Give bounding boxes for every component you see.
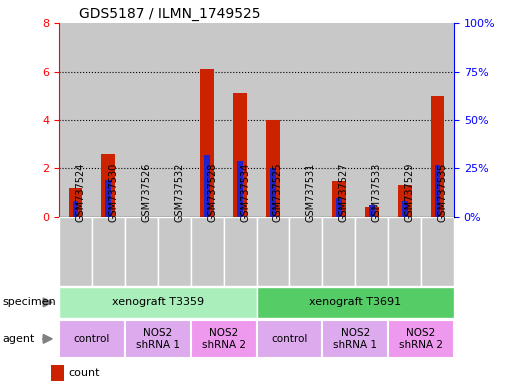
Bar bbox=[256, 319, 322, 358]
Text: NOS2
shRNA 1: NOS2 shRNA 1 bbox=[333, 328, 377, 350]
Text: GSM737531: GSM737531 bbox=[306, 163, 316, 222]
Bar bbox=[102, 154, 115, 217]
Bar bbox=[157, 23, 191, 217]
Bar bbox=[59, 319, 125, 358]
Text: GSM737535: GSM737535 bbox=[438, 163, 447, 222]
Text: GSM737526: GSM737526 bbox=[141, 163, 151, 222]
Bar bbox=[365, 207, 379, 217]
Bar bbox=[402, 202, 407, 217]
Text: GSM737527: GSM737527 bbox=[339, 163, 349, 222]
Bar bbox=[125, 319, 191, 358]
Bar bbox=[322, 319, 388, 358]
Bar bbox=[332, 180, 346, 217]
Bar bbox=[435, 165, 441, 217]
Bar bbox=[289, 217, 322, 286]
Text: GSM737530: GSM737530 bbox=[108, 163, 119, 222]
Bar bbox=[191, 23, 224, 217]
Bar bbox=[51, 365, 64, 381]
Text: control: control bbox=[271, 334, 308, 344]
Bar bbox=[322, 23, 355, 217]
Bar bbox=[256, 287, 454, 318]
Text: GSM737534: GSM737534 bbox=[240, 163, 250, 222]
Bar bbox=[266, 120, 280, 217]
Bar bbox=[369, 205, 374, 217]
Bar bbox=[59, 217, 92, 286]
Bar bbox=[388, 23, 421, 217]
Text: GSM737525: GSM737525 bbox=[273, 163, 283, 222]
Bar bbox=[204, 155, 210, 217]
Text: xenograft T3359: xenograft T3359 bbox=[112, 297, 204, 308]
Text: GDS5187 / ILMN_1749525: GDS5187 / ILMN_1749525 bbox=[79, 7, 260, 21]
Bar bbox=[336, 198, 342, 217]
Bar bbox=[256, 217, 289, 286]
Bar bbox=[125, 217, 158, 286]
Bar bbox=[430, 96, 444, 217]
Bar bbox=[289, 23, 322, 217]
Bar bbox=[125, 23, 157, 217]
Bar bbox=[72, 202, 78, 217]
Bar bbox=[106, 180, 111, 217]
Text: count: count bbox=[69, 368, 100, 378]
Bar bbox=[421, 23, 454, 217]
Bar bbox=[355, 23, 388, 217]
Text: NOS2
shRNA 2: NOS2 shRNA 2 bbox=[202, 328, 246, 350]
Bar bbox=[224, 217, 256, 286]
Bar bbox=[270, 169, 276, 217]
Text: GSM737529: GSM737529 bbox=[405, 163, 415, 222]
Bar bbox=[421, 217, 454, 286]
Bar bbox=[92, 23, 125, 217]
Bar bbox=[92, 217, 125, 286]
Text: specimen: specimen bbox=[3, 297, 56, 308]
Bar bbox=[224, 23, 256, 217]
Bar bbox=[158, 217, 191, 286]
Bar bbox=[200, 69, 214, 217]
Bar bbox=[237, 161, 243, 217]
Text: xenograft T3691: xenograft T3691 bbox=[309, 297, 401, 308]
Bar bbox=[59, 23, 92, 217]
Text: NOS2
shRNA 2: NOS2 shRNA 2 bbox=[399, 328, 443, 350]
Bar bbox=[388, 319, 454, 358]
Bar bbox=[355, 217, 388, 286]
Text: GSM737524: GSM737524 bbox=[75, 163, 86, 222]
Bar bbox=[59, 287, 256, 318]
Text: GSM737528: GSM737528 bbox=[207, 163, 217, 222]
Bar bbox=[69, 188, 83, 217]
Bar bbox=[322, 217, 355, 286]
Text: GSM737532: GSM737532 bbox=[174, 163, 184, 222]
Text: agent: agent bbox=[3, 334, 35, 344]
Bar bbox=[398, 185, 411, 217]
Bar bbox=[388, 217, 421, 286]
Text: control: control bbox=[74, 334, 110, 344]
Bar bbox=[191, 319, 256, 358]
Bar bbox=[191, 217, 224, 286]
Text: NOS2
shRNA 1: NOS2 shRNA 1 bbox=[136, 328, 180, 350]
Bar bbox=[256, 23, 289, 217]
Text: GSM737533: GSM737533 bbox=[372, 163, 382, 222]
Bar bbox=[233, 93, 247, 217]
